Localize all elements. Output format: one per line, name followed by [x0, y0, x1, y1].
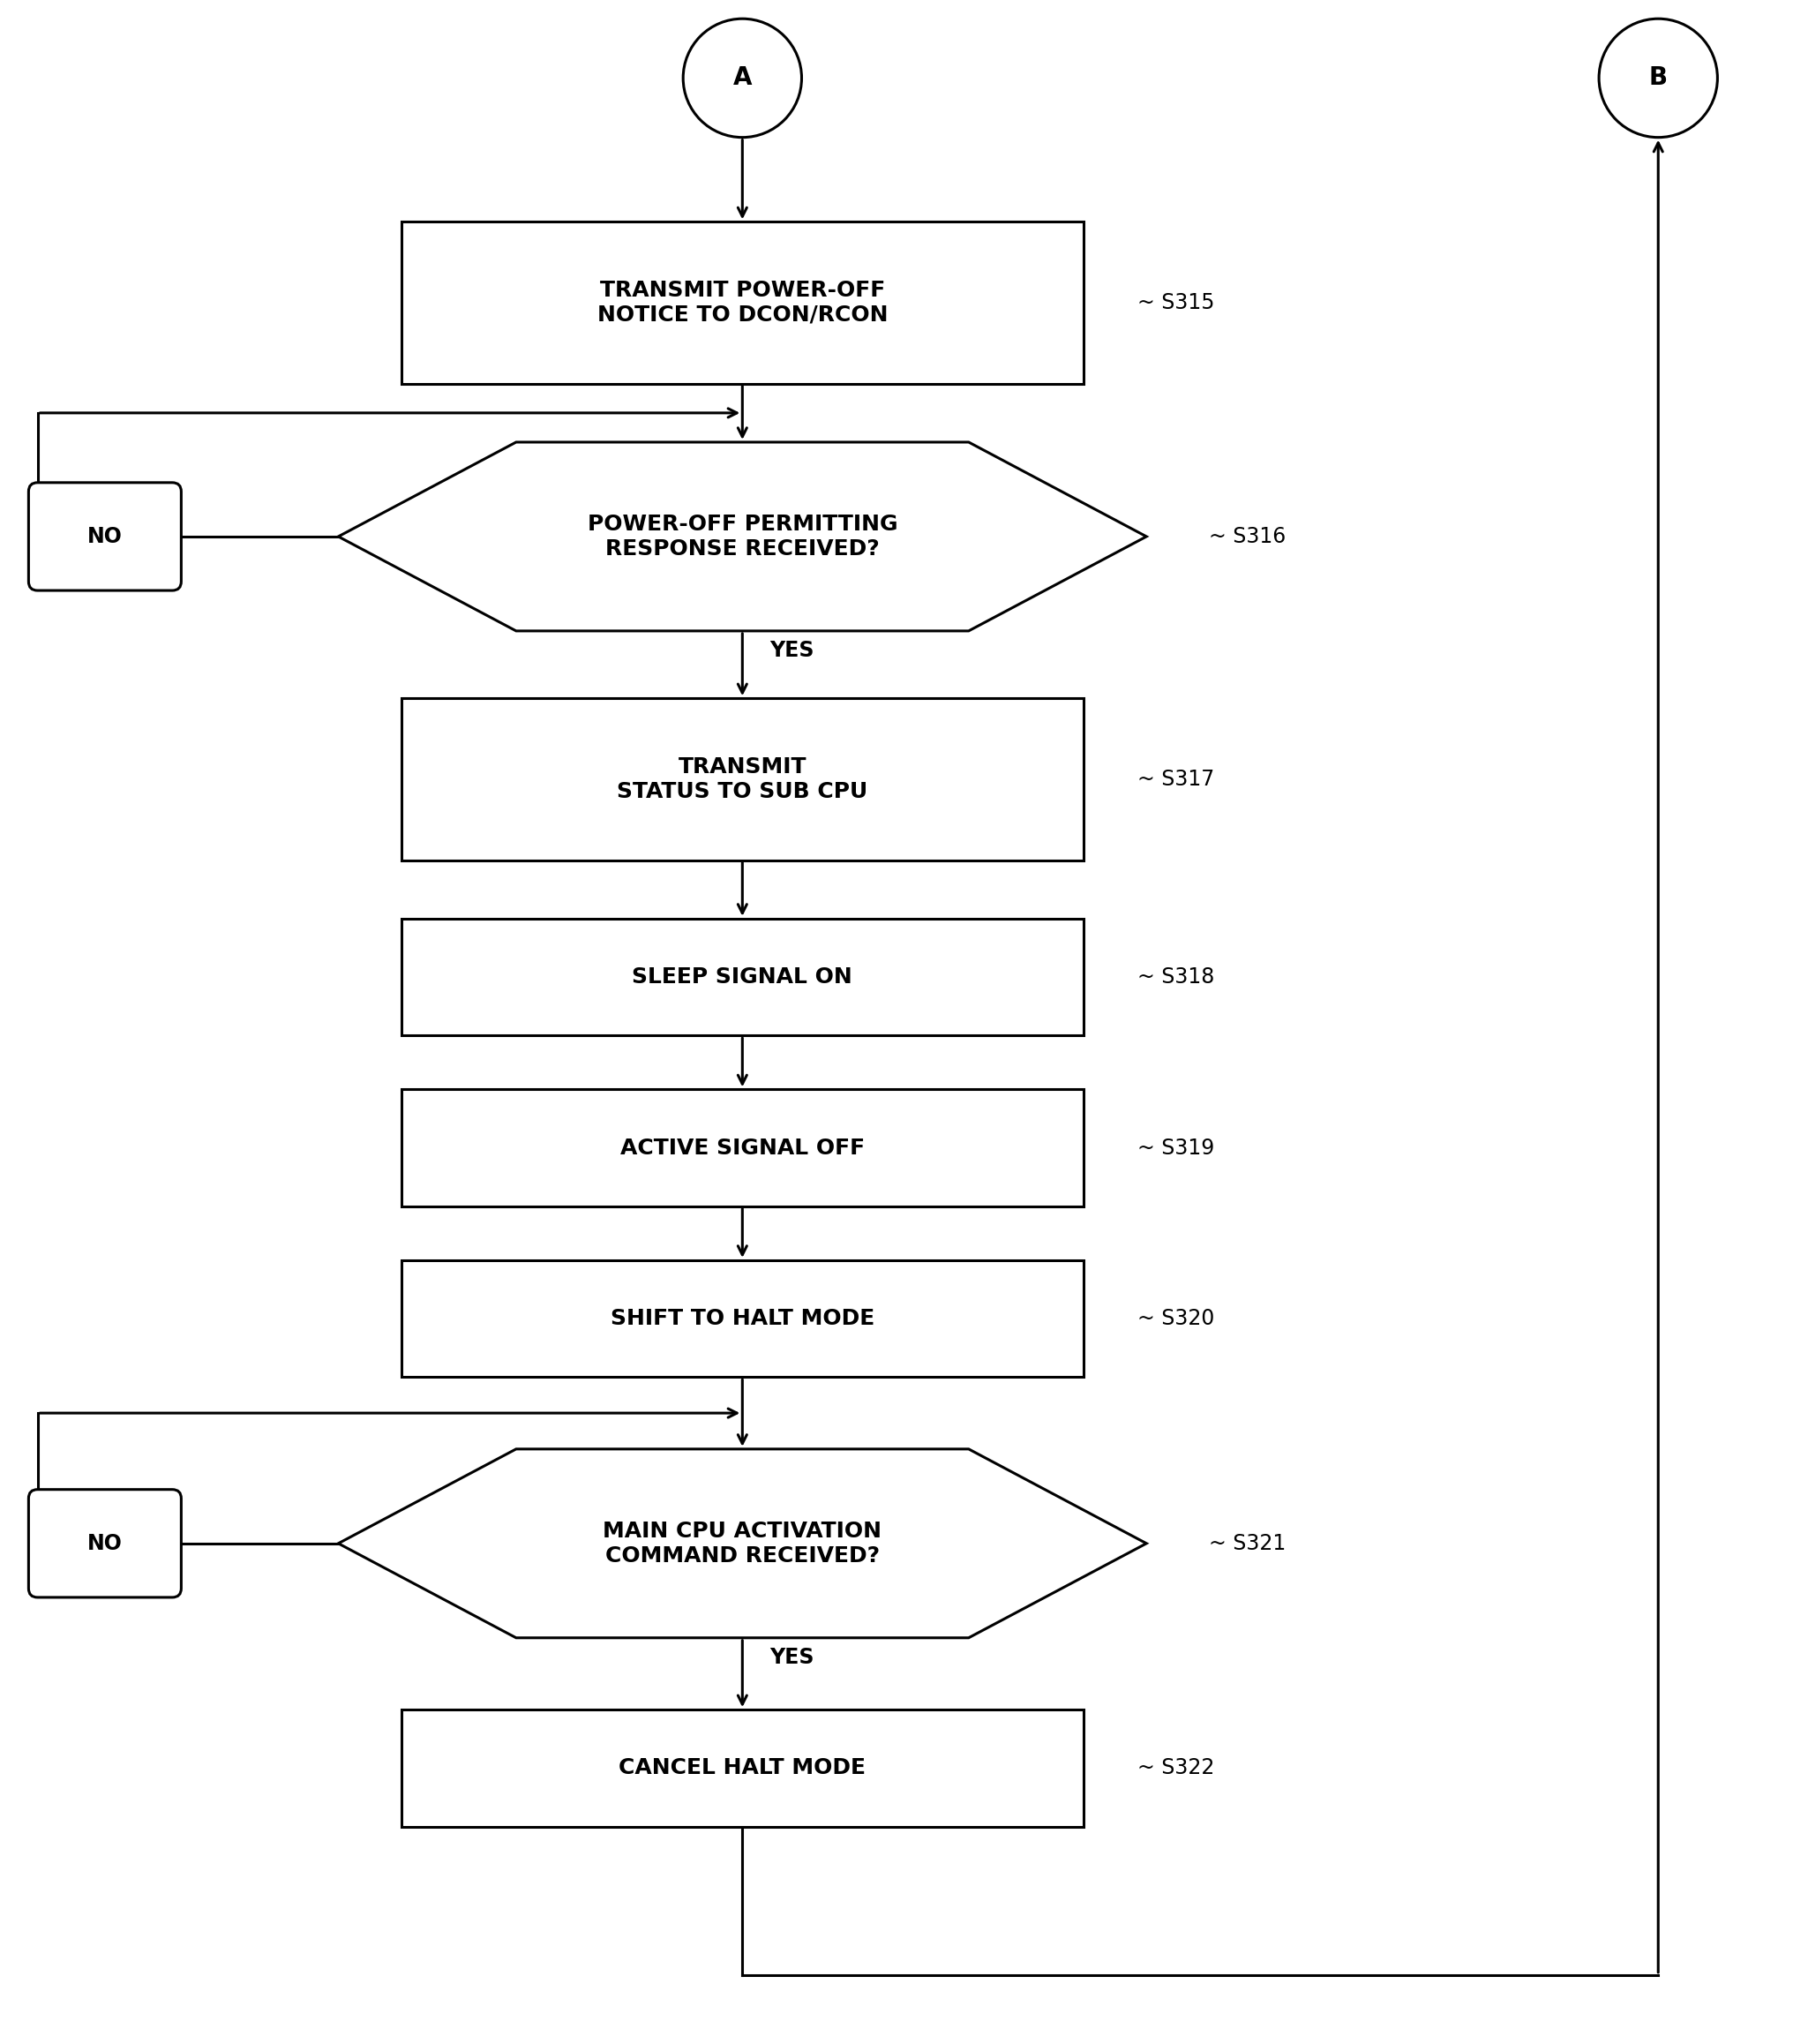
- FancyBboxPatch shape: [29, 1490, 181, 1596]
- Text: YES: YES: [770, 640, 814, 660]
- Polygon shape: [338, 442, 1146, 632]
- Text: ~ S315: ~ S315: [1137, 292, 1215, 313]
- Text: ~ S318: ~ S318: [1137, 967, 1215, 987]
- Text: ~ S322: ~ S322: [1137, 1758, 1215, 1778]
- FancyBboxPatch shape: [401, 1089, 1083, 1206]
- Text: B: B: [1649, 65, 1667, 90]
- FancyBboxPatch shape: [401, 699, 1083, 861]
- Text: ~ S321: ~ S321: [1210, 1533, 1285, 1553]
- Text: NO: NO: [87, 525, 123, 548]
- Text: NO: NO: [87, 1533, 123, 1553]
- FancyBboxPatch shape: [401, 1261, 1083, 1378]
- Text: TRANSMIT POWER-OFF
NOTICE TO DCON/RCON: TRANSMIT POWER-OFF NOTICE TO DCON/RCON: [597, 280, 888, 325]
- Text: YES: YES: [770, 1647, 814, 1668]
- FancyBboxPatch shape: [401, 223, 1083, 384]
- Text: ACTIVE SIGNAL OFF: ACTIVE SIGNAL OFF: [620, 1136, 864, 1159]
- FancyBboxPatch shape: [401, 918, 1083, 1036]
- Text: MAIN CPU ACTIVATION
COMMAND RECEIVED?: MAIN CPU ACTIVATION COMMAND RECEIVED?: [602, 1521, 882, 1566]
- Text: CANCEL HALT MODE: CANCEL HALT MODE: [618, 1758, 866, 1778]
- Text: TRANSMIT
STATUS TO SUB CPU: TRANSMIT STATUS TO SUB CPU: [617, 756, 868, 801]
- Text: ~ S319: ~ S319: [1137, 1136, 1215, 1159]
- Text: POWER-OFF PERMITTING
RESPONSE RECEIVED?: POWER-OFF PERMITTING RESPONSE RECEIVED?: [588, 513, 897, 560]
- Text: ~ S320: ~ S320: [1137, 1308, 1215, 1329]
- Text: ~ S316: ~ S316: [1210, 525, 1285, 548]
- Polygon shape: [338, 1449, 1146, 1637]
- Text: SHIFT TO HALT MODE: SHIFT TO HALT MODE: [611, 1308, 875, 1329]
- FancyBboxPatch shape: [29, 482, 181, 591]
- Text: ~ S317: ~ S317: [1137, 769, 1215, 789]
- Text: A: A: [732, 65, 752, 90]
- Text: SLEEP SIGNAL ON: SLEEP SIGNAL ON: [633, 967, 853, 987]
- FancyBboxPatch shape: [401, 1709, 1083, 1827]
